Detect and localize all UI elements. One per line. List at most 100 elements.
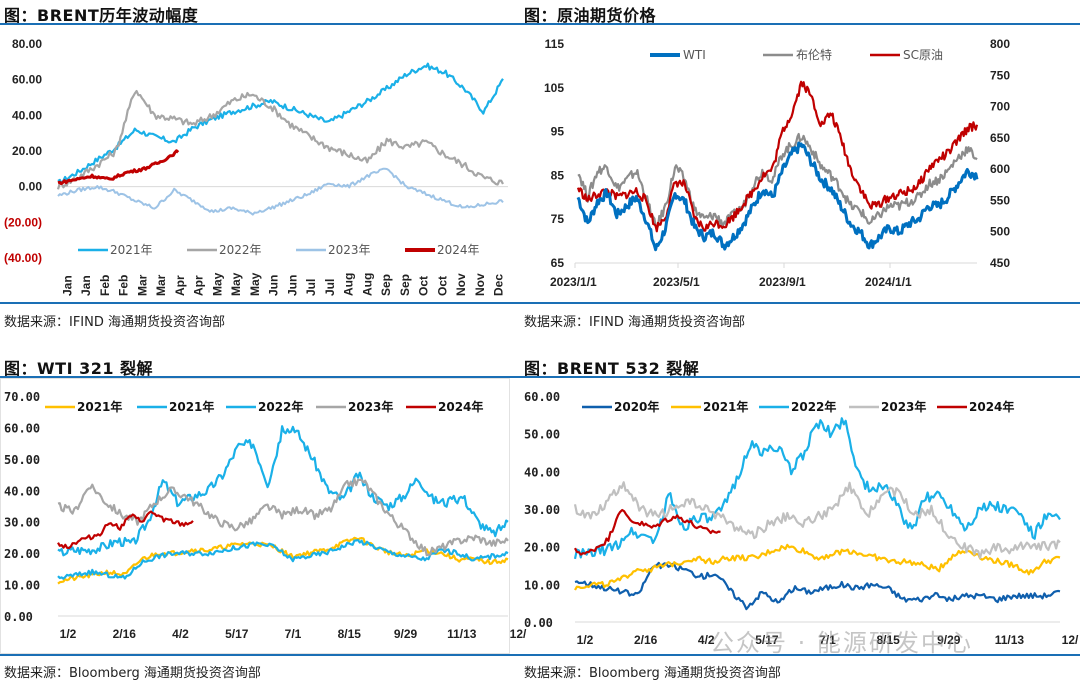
legend-label: WTI (683, 48, 706, 62)
panel-brent-crack: 图：BRENT 532 裂解 60.00 50.00 40.00 30.00 20.00… (520, 350, 1080, 681)
x-tick-label: Aug (342, 273, 356, 296)
panel-brent-volatility: 图：BRENT历年波动幅度 80.00 60.00 40.00 20.00 0.00 (2… (0, 0, 520, 335)
series-line (573, 417, 1061, 560)
legend-label: 2023年 (348, 399, 393, 414)
source-note: 数据来源：Bloomberg 海通期货投资咨询部 (524, 666, 781, 681)
chart-title: 图：BRENT历年波动幅度 (4, 6, 199, 25)
legend-label: 2023年 (328, 243, 371, 257)
x-tick-label: 9/29 (394, 627, 418, 641)
series-line (57, 149, 180, 186)
x-tick-label: May (248, 272, 262, 296)
chart-title: 图：BRENT 532 裂解 (524, 359, 700, 378)
y-tick-label: 40.00 (4, 484, 40, 498)
x-tick-label: 9/29 (937, 633, 961, 647)
x-tick-label: Apr (173, 275, 187, 296)
x-tick-label: 4/2 (172, 627, 189, 641)
x-tick-label: 2023/1/1 (550, 275, 597, 289)
y-tick-label: 40.00 (12, 108, 42, 122)
series-line (57, 538, 509, 580)
source-note: 数据来源：Bloomberg 海通期货投资咨询部 (4, 666, 261, 681)
y-tick-label: 60.00 (4, 421, 40, 435)
legend-label: 2021年 (703, 399, 748, 414)
y2-tick-label: 750 (990, 68, 1010, 82)
title-rule (520, 23, 1080, 25)
x-tick-label: 2/16 (113, 627, 137, 641)
source-rule (0, 302, 520, 304)
y-tick-label: 10.00 (524, 578, 560, 592)
legend-label: 2021年 (169, 399, 214, 414)
y2-tick-label: 600 (990, 162, 1010, 176)
x-tick-label: 12/ (510, 627, 527, 641)
x-tick-label: Jul (304, 279, 318, 296)
x-tick-label: Feb (98, 275, 112, 296)
y-tick-label: 0.00 (4, 610, 33, 624)
x-tick-label: 7/1 (285, 627, 302, 641)
chart-frame (0, 378, 510, 654)
y-tick-label: 70.00 (4, 390, 40, 404)
y-tick-label: 50.00 (4, 453, 40, 467)
x-tick-label: 7/1 (819, 633, 836, 647)
x-tick-label: 1/2 (60, 627, 77, 641)
source-rule (520, 654, 1080, 656)
series-line (57, 62, 504, 185)
chart-title: 图：原油期货价格 (524, 6, 657, 25)
y-tick-label: 115 (545, 37, 565, 51)
x-tick-label: Sep (398, 274, 412, 296)
x-tick-label: Feb (117, 275, 131, 296)
y2-tick-label: 550 (990, 193, 1010, 207)
panel-crude-prices: 图：原油期货价格 115 105 95 85 75 65 800 750 700 650 600 55… (520, 0, 1080, 335)
y-tick-label: 65 (551, 256, 565, 270)
y-tick-label: 105 (544, 81, 564, 95)
legend-label: SC原油 (903, 48, 943, 62)
crude-prices-chart: 115 105 95 85 75 65 800 750 700 650 600 550 500 450 20… (544, 37, 1010, 289)
y2-tick-label: 450 (990, 256, 1010, 270)
series-line (576, 141, 979, 252)
y-tick-label: 75 (551, 212, 565, 226)
watermark: 公众号 · 能源研发中心 (710, 629, 973, 657)
x-tick-label: May (210, 272, 224, 296)
source-note: 数据来源：IFIND 海通期货投资咨询部 (4, 315, 226, 330)
x-tick-label: Oct (417, 276, 431, 296)
x-tick-label: Jun (267, 275, 281, 296)
y-tick-label: (20.00) (4, 215, 42, 229)
legend-label: 2022年 (258, 399, 303, 414)
x-tick-label: Jun (285, 275, 299, 296)
source-rule (0, 654, 520, 656)
series-line (573, 481, 1061, 559)
series-line (57, 510, 194, 550)
x-tick-label: May (229, 272, 243, 296)
legend-label: 2022年 (219, 243, 262, 257)
x-tick-label: Nov (473, 273, 487, 296)
x-tick-label: 12/ (1062, 633, 1079, 647)
title-rule (520, 376, 1080, 378)
x-tick-label: 2/16 (634, 633, 658, 647)
x-tick-label: Sep (379, 274, 393, 296)
title-rule (0, 376, 520, 378)
chart-title: 图：WTI 321 裂解 (4, 359, 154, 378)
series-line (574, 508, 721, 556)
x-tick-label: Aug (360, 273, 374, 296)
x-tick-label: 11/13 (447, 627, 477, 641)
legend-label: 2022年 (791, 399, 836, 414)
y-tick-label: 0.00 (19, 180, 43, 194)
y-tick-label: 0.00 (524, 616, 553, 630)
brent-crack-chart: 60.00 50.00 40.00 30.00 20.00 10.00 0.00 1/2 2/1… (524, 390, 1079, 647)
x-tick-label: 2023/9/1 (759, 275, 806, 289)
x-tick-label: Oct (435, 276, 449, 296)
legend-label: 2024年 (437, 243, 480, 257)
x-tick-label: 8/15 (876, 633, 900, 647)
x-tick-label: 2024/1/1 (865, 275, 912, 289)
legend-label: 2021年 (77, 399, 122, 414)
x-tick-label: Apr (192, 275, 206, 296)
series-line (56, 89, 504, 190)
x-tick-label: 4/2 (698, 633, 715, 647)
y-tick-label: 20.00 (12, 144, 42, 158)
x-tick-label: Jan (79, 275, 93, 296)
brent-volatility-chart: 80.00 60.00 40.00 20.00 0.00 (20.00) (40.00) Ja… (4, 37, 508, 296)
y-tick-label: (40.00) (4, 251, 42, 265)
y-tick-label: 50.00 (524, 428, 560, 442)
y-tick-label: 20.00 (4, 547, 40, 561)
source-rule (520, 302, 1080, 304)
x-tick-label: Jan (60, 275, 74, 296)
x-tick-label: Nov (454, 273, 468, 296)
